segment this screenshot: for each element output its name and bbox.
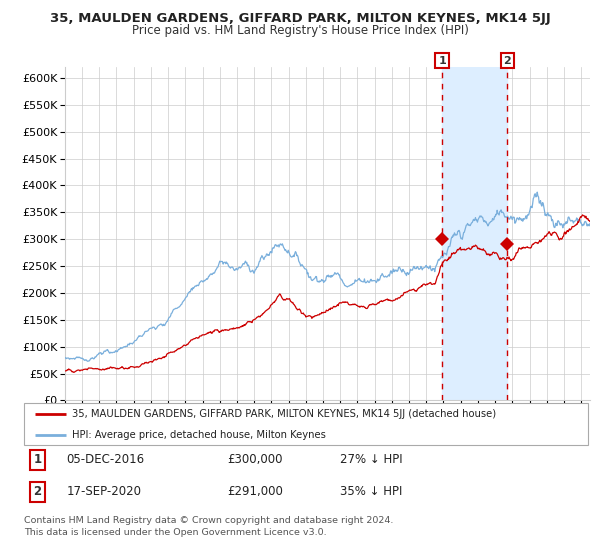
- Text: 17-SEP-2020: 17-SEP-2020: [66, 486, 142, 498]
- Text: 2: 2: [34, 486, 41, 498]
- Text: Price paid vs. HM Land Registry's House Price Index (HPI): Price paid vs. HM Land Registry's House …: [131, 24, 469, 37]
- Text: 05-DEC-2016: 05-DEC-2016: [66, 453, 145, 466]
- FancyBboxPatch shape: [24, 403, 588, 445]
- Text: 35, MAULDEN GARDENS, GIFFARD PARK, MILTON KEYNES, MK14 5JJ: 35, MAULDEN GARDENS, GIFFARD PARK, MILTO…: [50, 12, 550, 25]
- Text: 35, MAULDEN GARDENS, GIFFARD PARK, MILTON KEYNES, MK14 5JJ (detached house): 35, MAULDEN GARDENS, GIFFARD PARK, MILTO…: [72, 409, 496, 419]
- Text: 1: 1: [438, 55, 446, 66]
- Text: £300,000: £300,000: [227, 453, 283, 466]
- Text: 27% ↓ HPI: 27% ↓ HPI: [340, 453, 403, 466]
- Text: HPI: Average price, detached house, Milton Keynes: HPI: Average price, detached house, Milt…: [72, 430, 326, 440]
- Text: 35% ↓ HPI: 35% ↓ HPI: [340, 486, 402, 498]
- Text: 2: 2: [503, 55, 511, 66]
- Text: Contains HM Land Registry data © Crown copyright and database right 2024.
This d: Contains HM Land Registry data © Crown c…: [24, 516, 394, 537]
- Bar: [442, 67, 508, 400]
- Text: £291,000: £291,000: [227, 486, 283, 498]
- Text: 1: 1: [34, 453, 41, 466]
